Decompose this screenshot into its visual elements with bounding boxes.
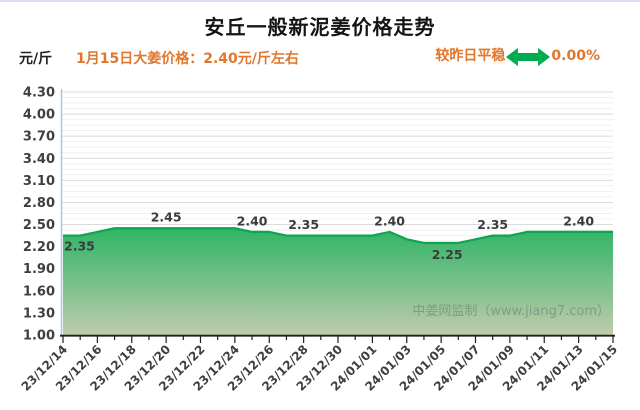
- svg-text:3.70: 3.70: [23, 130, 55, 145]
- svg-text:2.35: 2.35: [477, 217, 508, 232]
- svg-text:2.35: 2.35: [64, 239, 95, 254]
- svg-text:2.50: 2.50: [23, 218, 55, 233]
- svg-text:2.20: 2.20: [23, 240, 55, 255]
- svg-text:2.80: 2.80: [23, 196, 55, 211]
- svg-text:1.90: 1.90: [23, 262, 55, 277]
- svg-text:4.00: 4.00: [23, 108, 55, 123]
- double-horizontal-arrow-icon: [506, 47, 551, 66]
- price-line: [63, 227, 613, 245]
- svg-text:2.45: 2.45: [151, 210, 182, 225]
- trend-indicator: 较昨日平稳 0.00%: [435, 46, 600, 67]
- trend-label: 较昨日平稳: [435, 48, 506, 64]
- svg-text:2.35: 2.35: [288, 217, 319, 232]
- svg-text:2.40: 2.40: [374, 213, 405, 228]
- watermark: 中姜网监制（www.jiang7.com）: [412, 304, 610, 319]
- current-price-note: 1月15日大姜价格：2.40元/斤左右: [76, 51, 299, 67]
- svg-text:3.40: 3.40: [23, 152, 55, 167]
- price-area: [63, 228, 613, 335]
- svg-text:2.25: 2.25: [432, 247, 463, 262]
- data-labels: 2.35 2.45 2.40 2.35 2.40 2.25 2.35 2.40: [64, 210, 594, 262]
- svg-text:4.30: 4.30: [23, 86, 55, 101]
- trend-percent: 0.00%: [551, 48, 600, 64]
- y-axis-unit-label: 元/斤: [19, 51, 53, 67]
- svg-text:1.00: 1.00: [23, 329, 55, 344]
- svg-text:3.10: 3.10: [23, 174, 55, 189]
- y-tick-labels: 1.00 1.30 1.60 1.90 2.20 2.50 2.80 3.10 3.40 3.70…: [23, 86, 55, 344]
- svg-text:1.30: 1.30: [23, 306, 55, 321]
- svg-text:2.40: 2.40: [563, 213, 594, 228]
- svg-text:2.40: 2.40: [237, 213, 268, 228]
- x-tick-labels: 23/12/1423/12/1623/12/1823/12/2023/12/22…: [19, 342, 621, 394]
- svg-text:1.60: 1.60: [23, 284, 55, 299]
- x-axis: [60, 334, 615, 343]
- page-title: 安丘一般新泥姜价格走势: [204, 15, 436, 39]
